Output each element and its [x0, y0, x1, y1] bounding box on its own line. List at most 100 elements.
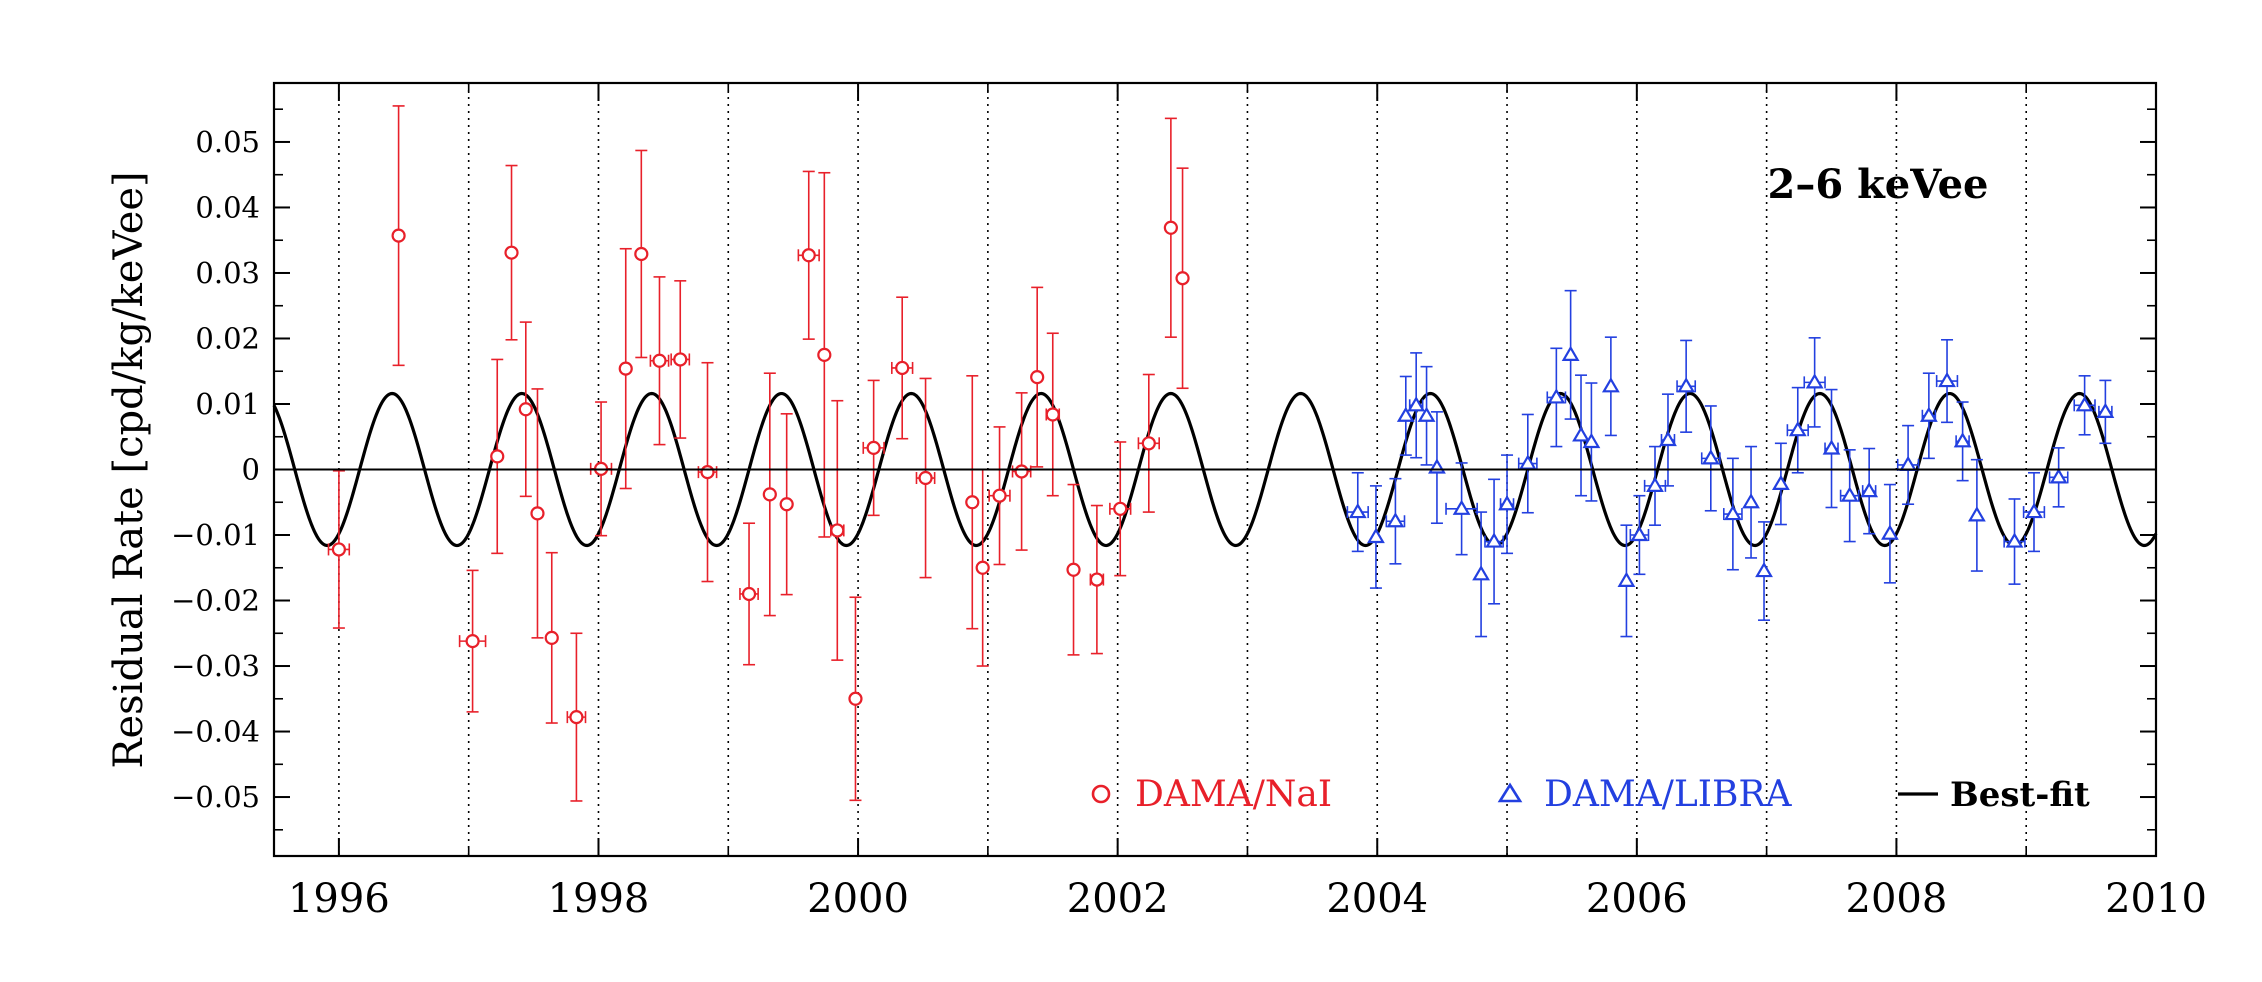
- data-point: [1089, 504, 1105, 655]
- circle-marker: [1175, 271, 1190, 286]
- legend-label-bestfit: Best-fit: [1950, 775, 2090, 815]
- triangle-marker: [1755, 561, 1773, 578]
- data-point: [2003, 498, 2026, 585]
- circle-marker: [741, 586, 757, 602]
- data-point: [1572, 374, 1590, 497]
- data-point: [1582, 382, 1601, 502]
- circle-marker: [1014, 464, 1029, 479]
- data-point: [1601, 336, 1620, 437]
- data-point: [1803, 337, 1826, 428]
- data-point: [797, 170, 820, 340]
- data-point: [1919, 372, 1938, 460]
- circle-marker: [762, 487, 777, 502]
- data-point: [1011, 392, 1032, 551]
- y-tick-label: 0: [242, 453, 260, 487]
- triangle-marker: [1348, 502, 1367, 519]
- data-point: [649, 276, 670, 446]
- triangle-marker: [1899, 455, 1918, 472]
- data-point: [965, 375, 980, 630]
- circle-marker: [331, 542, 346, 557]
- circle-marker: [975, 560, 990, 575]
- data-point: [2048, 447, 2069, 508]
- data-point: [848, 596, 863, 802]
- triangle-marker: [1518, 454, 1537, 470]
- triangle-marker: [1396, 406, 1415, 422]
- data-point: [739, 522, 759, 666]
- circle-marker: [634, 246, 649, 262]
- data-point: [779, 413, 794, 596]
- triangle-marker: [1788, 421, 1807, 437]
- data-point: [490, 358, 505, 555]
- triangle-marker: [1485, 532, 1503, 548]
- triangle-marker: [1646, 476, 1664, 492]
- triangle-marker: [1805, 373, 1824, 389]
- data-point: [1137, 373, 1160, 513]
- circle-marker: [992, 488, 1007, 503]
- data-point: [566, 632, 587, 802]
- x-tick-label: 2004: [1326, 876, 1428, 922]
- data-point: [618, 247, 633, 490]
- data-point: [1498, 454, 1516, 555]
- circle-marker: [830, 523, 845, 538]
- triangle-marker: [1677, 377, 1696, 393]
- data-point: [1396, 375, 1415, 456]
- data-point: [1953, 401, 1972, 482]
- triangle-marker: [1919, 406, 1938, 422]
- triangle-marker: [2049, 468, 2068, 484]
- circle-marker: [569, 710, 584, 725]
- data-point: [1643, 445, 1667, 526]
- triangle-marker: [2096, 402, 2115, 418]
- y-tick-label: −0.03: [171, 649, 260, 683]
- y-tick-label: −0.02: [171, 584, 260, 618]
- triangle-marker: [1582, 432, 1601, 449]
- triangle-marker: [1723, 504, 1742, 521]
- data-point: [762, 372, 777, 617]
- y-tick-label: 0.04: [195, 190, 260, 224]
- data-point: [1367, 485, 1385, 589]
- triangle-marker: [1630, 525, 1649, 542]
- data-point: [2096, 379, 2115, 445]
- data-point: [1030, 286, 1045, 468]
- legend-label-libra: DAMA/LIBRA: [1544, 774, 1793, 815]
- data-points-layer: [327, 105, 2115, 802]
- triangle-marker: [1561, 345, 1580, 361]
- data-point: [634, 149, 649, 359]
- circle-marker: [490, 449, 505, 464]
- circle-marker: [544, 630, 559, 645]
- data-point: [1629, 494, 1650, 576]
- circle-marker: [1066, 562, 1081, 577]
- triangle-marker: [1367, 527, 1385, 544]
- x-tick-label: 2008: [1846, 876, 1948, 922]
- y-tick-label: −0.04: [171, 715, 260, 749]
- x-tick-label: 2000: [807, 876, 909, 922]
- data-point: [1676, 339, 1697, 433]
- triangle-marker: [1407, 396, 1426, 412]
- triangle-marker: [1498, 495, 1516, 511]
- y-tick-label: −0.05: [171, 780, 260, 814]
- data-point: [1722, 457, 1743, 571]
- triangle-marker: [1701, 449, 1720, 465]
- data-point: [1175, 167, 1190, 390]
- circle-marker: [848, 691, 863, 706]
- circle-marker: [673, 352, 688, 367]
- triangle-marker: [1881, 524, 1899, 540]
- circle-marker: [779, 497, 794, 512]
- circle-marker: [618, 361, 633, 376]
- data-point: [670, 280, 691, 439]
- data-point: [817, 171, 832, 538]
- best-fit-layer: [272, 391, 2158, 548]
- triangle-marker: [1822, 439, 1841, 455]
- triangle-marker: [1742, 493, 1760, 509]
- data-point: [2073, 375, 2096, 436]
- circle-marker: [1163, 220, 1178, 235]
- data-point: [327, 470, 351, 629]
- circle-marker: [965, 495, 980, 510]
- triangle-marker: [1417, 406, 1436, 422]
- triangle-marker: [1428, 458, 1446, 474]
- energy-window-annotation: 2–6 keVee: [1767, 161, 1988, 208]
- data-point: [1163, 117, 1178, 338]
- y-tick-label: 0.01: [195, 387, 260, 421]
- circle-marker: [866, 440, 881, 455]
- data-point: [1346, 471, 1369, 553]
- data-point: [891, 296, 914, 440]
